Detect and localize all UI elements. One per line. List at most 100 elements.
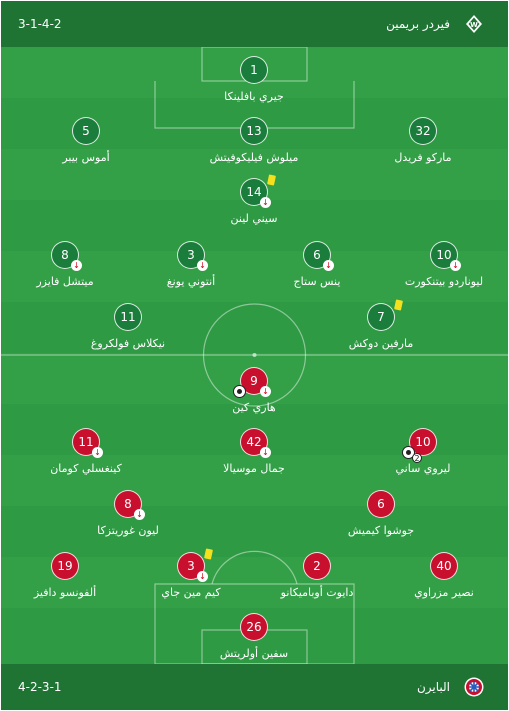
home-team-name[interactable]: فيردر بريمين <box>386 17 450 31</box>
player-name: كيم مين جاي <box>161 586 221 599</box>
player-number: 13 <box>240 117 268 145</box>
player-disc: 8 ↓ <box>51 241 82 271</box>
player-number: 19 <box>51 552 79 580</box>
player-name: دايوت أوباميكانو <box>280 586 354 599</box>
player-away-6[interactable]: 6 جوشوا كيميش <box>296 490 466 537</box>
home-team-bar: 3-1-4-2 فيردر بريمين W <box>1 1 508 47</box>
player-name: ميلوش فيليكوفيتش <box>209 151 299 164</box>
player-name: جيري بافلينكا <box>224 90 284 103</box>
player-name: ليون غوريتزكا <box>97 524 159 537</box>
substitution-arrow-icon: ↓ <box>450 260 461 271</box>
player-number: 6 <box>313 248 321 262</box>
player-disc: 6 ↓ <box>303 241 334 271</box>
yellow-card-icon <box>394 299 403 311</box>
player-home-14[interactable]: 14 ↓ سيني لينن <box>169 174 339 225</box>
player-number: 9 <box>250 374 258 388</box>
player-home-1[interactable]: 1 جيري بافلينكا <box>169 56 339 103</box>
player-number: 7 <box>377 310 385 324</box>
away-formation: 4-2-3-1 <box>18 680 62 694</box>
player-disc: 14 ↓ <box>240 174 276 208</box>
player-name: هاري كين <box>232 401 276 414</box>
grass-stripe <box>1 455 508 506</box>
player-number: 8 <box>124 497 132 511</box>
player-number: 2 <box>303 552 331 580</box>
player-name: ألفونسو دافيز <box>33 586 97 599</box>
substitution-arrow-icon: ↓ <box>197 260 208 271</box>
substitution-arrow-icon: ↓ <box>92 447 103 458</box>
player-away-26[interactable]: 26 سفين أولريتش <box>169 613 339 660</box>
goal-ball-icon <box>233 385 246 398</box>
player-away-3[interactable]: 3 ↓ كيم مين جاي <box>106 548 276 599</box>
yellow-card-icon <box>204 548 213 560</box>
player-disc: 3 ↓ <box>177 548 213 582</box>
svg-text:W: W <box>470 21 478 29</box>
player-name: نيكلاس فولكروغ <box>90 337 166 350</box>
player-number: 40 <box>430 552 458 580</box>
player-disc: 10 ↓ <box>430 241 461 271</box>
player-home-32[interactable]: 32 ماركو فريدل <box>338 117 508 164</box>
player-name: أنتوني يونغ <box>166 275 216 288</box>
grass-stripe <box>1 557 508 608</box>
player-away-2[interactable]: 2 دايوت أوباميكانو <box>232 552 402 599</box>
player-number: 42 <box>246 435 262 449</box>
player-away-11[interactable]: 11 ↓ كينغسلي كومان <box>1 428 171 475</box>
home-formation: 3-1-4-2 <box>18 17 62 31</box>
player-disc: 10 2 <box>402 428 437 463</box>
player-number: 10 <box>415 435 431 449</box>
player-number: 8 <box>61 248 69 262</box>
bayern-munich-logo-icon[interactable] <box>464 677 484 697</box>
player-home-10[interactable]: 10 ↓ ليوناردو بيتنكورت <box>359 241 508 288</box>
player-home-13[interactable]: 13 ميلوش فيليكوفيتش <box>169 117 339 164</box>
player-away-42[interactable]: 42 ↓ جمال موسيالا <box>169 428 339 475</box>
player-home-8[interactable]: 8 ↓ ميتشل فايزر <box>1 241 150 288</box>
player-name: سفين أولريتش <box>219 647 289 660</box>
away-team-bar: 4-2-3-1 البايرن <box>1 664 508 710</box>
player-number: 14 <box>246 185 262 199</box>
player-away-10[interactable]: 10 2 ليروي ساني <box>338 428 508 475</box>
player-number: 6 <box>367 490 395 518</box>
player-disc: 3 ↓ <box>177 241 208 271</box>
goal-count-badge: 2 <box>412 453 422 463</box>
player-home-7[interactable]: 7 مارفين دوكش <box>296 299 466 350</box>
player-name: سيني لينن <box>230 212 278 225</box>
player-away-9[interactable]: 9 ↓ هاري كين <box>169 367 339 414</box>
player-name: كينغسلي كومان <box>50 462 122 475</box>
player-away-8[interactable]: 8 ↓ ليون غوريتزكا <box>43 490 213 537</box>
player-home-6[interactable]: 6 ↓ ينس ستاج <box>232 241 402 288</box>
player-number: 11 <box>114 303 142 331</box>
player-name: ليوناردو بيتنكورت <box>404 275 484 288</box>
player-number: 3 <box>187 559 195 573</box>
goal-ball-icon <box>402 446 415 459</box>
substitution-arrow-icon: ↓ <box>197 571 208 582</box>
substitution-arrow-icon: ↓ <box>260 447 271 458</box>
player-name: ليروي ساني <box>395 462 451 475</box>
player-disc: 7 <box>367 299 403 331</box>
player-home-5[interactable]: 5 أموس بيبر <box>1 117 171 164</box>
substitution-arrow-icon: ↓ <box>71 260 82 271</box>
player-name: أموس بيبر <box>62 151 110 164</box>
player-home-11[interactable]: 11 نيكلاس فولكروغ <box>43 303 213 350</box>
player-name: جوشوا كيميش <box>347 524 415 537</box>
player-name: ماركو فريدل <box>394 151 452 164</box>
player-disc: 11 ↓ <box>72 428 103 458</box>
player-name: مارفين دوكش <box>348 337 414 350</box>
player-number: 11 <box>78 435 94 449</box>
player-number: 32 <box>409 117 437 145</box>
player-disc: 42 ↓ <box>240 428 271 458</box>
player-name: ميتشل فايزر <box>36 275 94 288</box>
player-home-3[interactable]: 3 ↓ أنتوني يونغ <box>106 241 276 288</box>
player-away-40[interactable]: 40 نصير مزراوي <box>359 552 508 599</box>
substitution-arrow-icon: ↓ <box>323 260 334 271</box>
away-team-name[interactable]: البايرن <box>416 680 450 694</box>
substitution-arrow-icon: ↓ <box>260 197 271 208</box>
player-name: ينس ستاج <box>293 275 341 288</box>
grass-stripe <box>1 251 508 302</box>
substitution-arrow-icon: ↓ <box>134 509 145 520</box>
werder-bremen-logo-icon[interactable]: W <box>464 14 484 34</box>
player-name: جمال موسيالا <box>223 462 285 475</box>
player-away-19[interactable]: 19 ألفونسو دافيز <box>1 552 150 599</box>
player-number: 5 <box>72 117 100 145</box>
player-number: 1 <box>240 56 268 84</box>
